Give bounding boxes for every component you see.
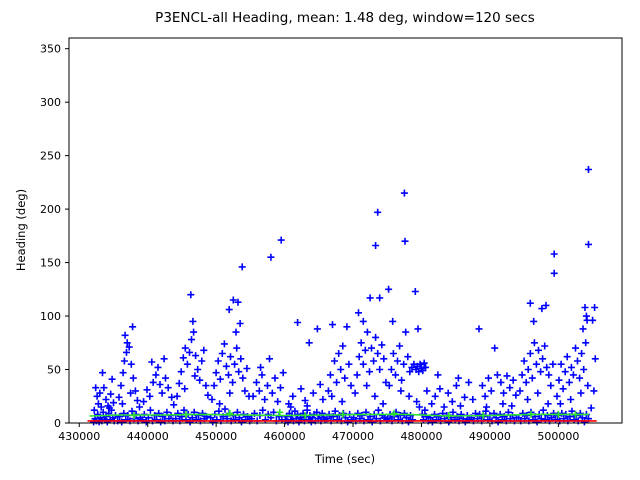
windowed-mean-markers-points: [130, 408, 579, 419]
x-tick-label: 460000: [264, 430, 306, 443]
x-tick-label: 470000: [332, 430, 374, 443]
x-tick-label: 440000: [127, 430, 169, 443]
y-tick-label: 350: [40, 43, 61, 56]
x-tick-label: 480000: [400, 430, 442, 443]
x-axis-label: Time (sec): [314, 452, 376, 466]
y-tick-label: 200: [40, 203, 61, 216]
y-tick-label: 250: [40, 150, 61, 163]
y-tick-label: 300: [40, 96, 61, 109]
x-tick-label: 490000: [469, 430, 511, 443]
chart-title: P3ENCL-all Heading, mean: 1.48 deg, wind…: [155, 10, 535, 26]
heading-samples-points: [90, 166, 599, 426]
y-axis-label: Heading (deg): [14, 188, 28, 272]
y-tick-label: 100: [40, 310, 61, 323]
x-tick-label: 430000: [58, 430, 100, 443]
y-tick-label: 150: [40, 257, 61, 270]
x-tick-label: 500000: [537, 430, 579, 443]
x-tick-label: 450000: [195, 430, 237, 443]
y-tick-label: 0: [54, 417, 61, 430]
axes-frame: [68, 37, 623, 424]
y-tick-label: 50: [47, 364, 61, 377]
